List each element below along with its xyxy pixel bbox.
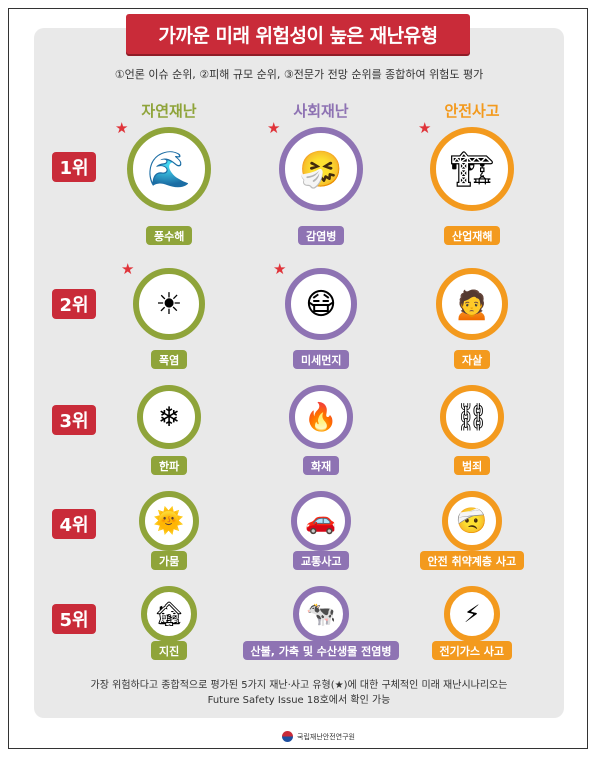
rank-badge: 4위 [52,509,96,539]
logo-mark-icon [282,731,293,742]
footer-note: 가장 위험하다고 종합적으로 평가된 5가지 재난·사고 유형(★)에 대한 구… [34,678,564,708]
star-icon: ★ [267,119,281,137]
disaster-label: 폭염 [151,350,188,369]
disaster-label: 범죄 [454,456,491,475]
disaster-label: 안전 취약계층 사고 [419,551,525,570]
sad-person-icon: 🙍 [436,268,508,340]
disaster-label: 가뭄 [151,551,188,570]
fine-dust-mask-icon: 😷 [285,268,357,340]
tsunami-wave-icon: 🌊 [127,127,211,211]
frozen-house-icon: ❄ [137,385,201,449]
disaster-label: 자살 [454,350,491,369]
footer-line-1: 가장 위험하다고 종합적으로 평가된 5가지 재난·사고 유형(★)에 대한 구… [90,680,508,691]
sun-thermometer-icon: ☀ [133,268,205,340]
column-header-safety: 안전사고 [444,102,500,120]
forklift-accident-icon: 🏗 [430,127,514,211]
disaster-label: 전기가스 사고 [431,641,513,660]
disaster-label: 산불, 가축 및 수산생물 전염병 [242,641,400,660]
column-header-social: 사회재난 [293,102,349,120]
handcuffs-icon: ⛓ [440,385,504,449]
burning-house-icon: 🔥 [289,385,353,449]
rank-badge: 2위 [52,289,96,319]
disaster-label: 산업재해 [444,226,501,245]
disaster-label: 풍수해 [146,226,193,245]
disaster-label: 미세먼지 [293,350,350,369]
dry-land-sun-icon: 🌞 [139,491,199,551]
disaster-label: 화재 [303,456,340,475]
rank-badge: 1위 [52,152,96,182]
column-header-natural: 자연재난 [141,102,197,120]
institute-logo: 국립재난안전연구원 [282,731,355,742]
disaster-label: 감염병 [298,226,345,245]
earthquake-icon: 🏚 [141,586,197,642]
star-icon: ★ [273,260,287,278]
wildfire-livestock-icon: 🐄 [293,586,349,642]
logo-text: 국립재난안전연구원 [297,732,355,741]
disaster-label: 한파 [151,456,188,475]
star-icon: ★ [121,260,135,278]
disaster-label: 지진 [151,641,188,660]
disaster-label: 교통사고 [293,551,350,570]
falling-person-icon: 🤕 [442,491,502,551]
star-icon: ★ [418,119,432,137]
rank-badge: 3위 [52,405,96,435]
infected-people-icon: 🤧 [279,127,363,211]
subtitle: ①언론 이슈 순위, ②피해 규모 순위, ③전문가 전망 순위를 종합하여 위… [114,68,484,81]
electric-gas-icon: ⚡ [444,586,500,642]
page-title: 가까운 미래 위험성이 높은 재난유형 [126,14,470,54]
car-crash-icon: 🚗 [291,491,351,551]
footer-line-2: Future Safety Issue 18호에서 확인 가능 [207,695,391,706]
rank-badge: 5위 [52,604,96,634]
star-icon: ★ [115,119,129,137]
